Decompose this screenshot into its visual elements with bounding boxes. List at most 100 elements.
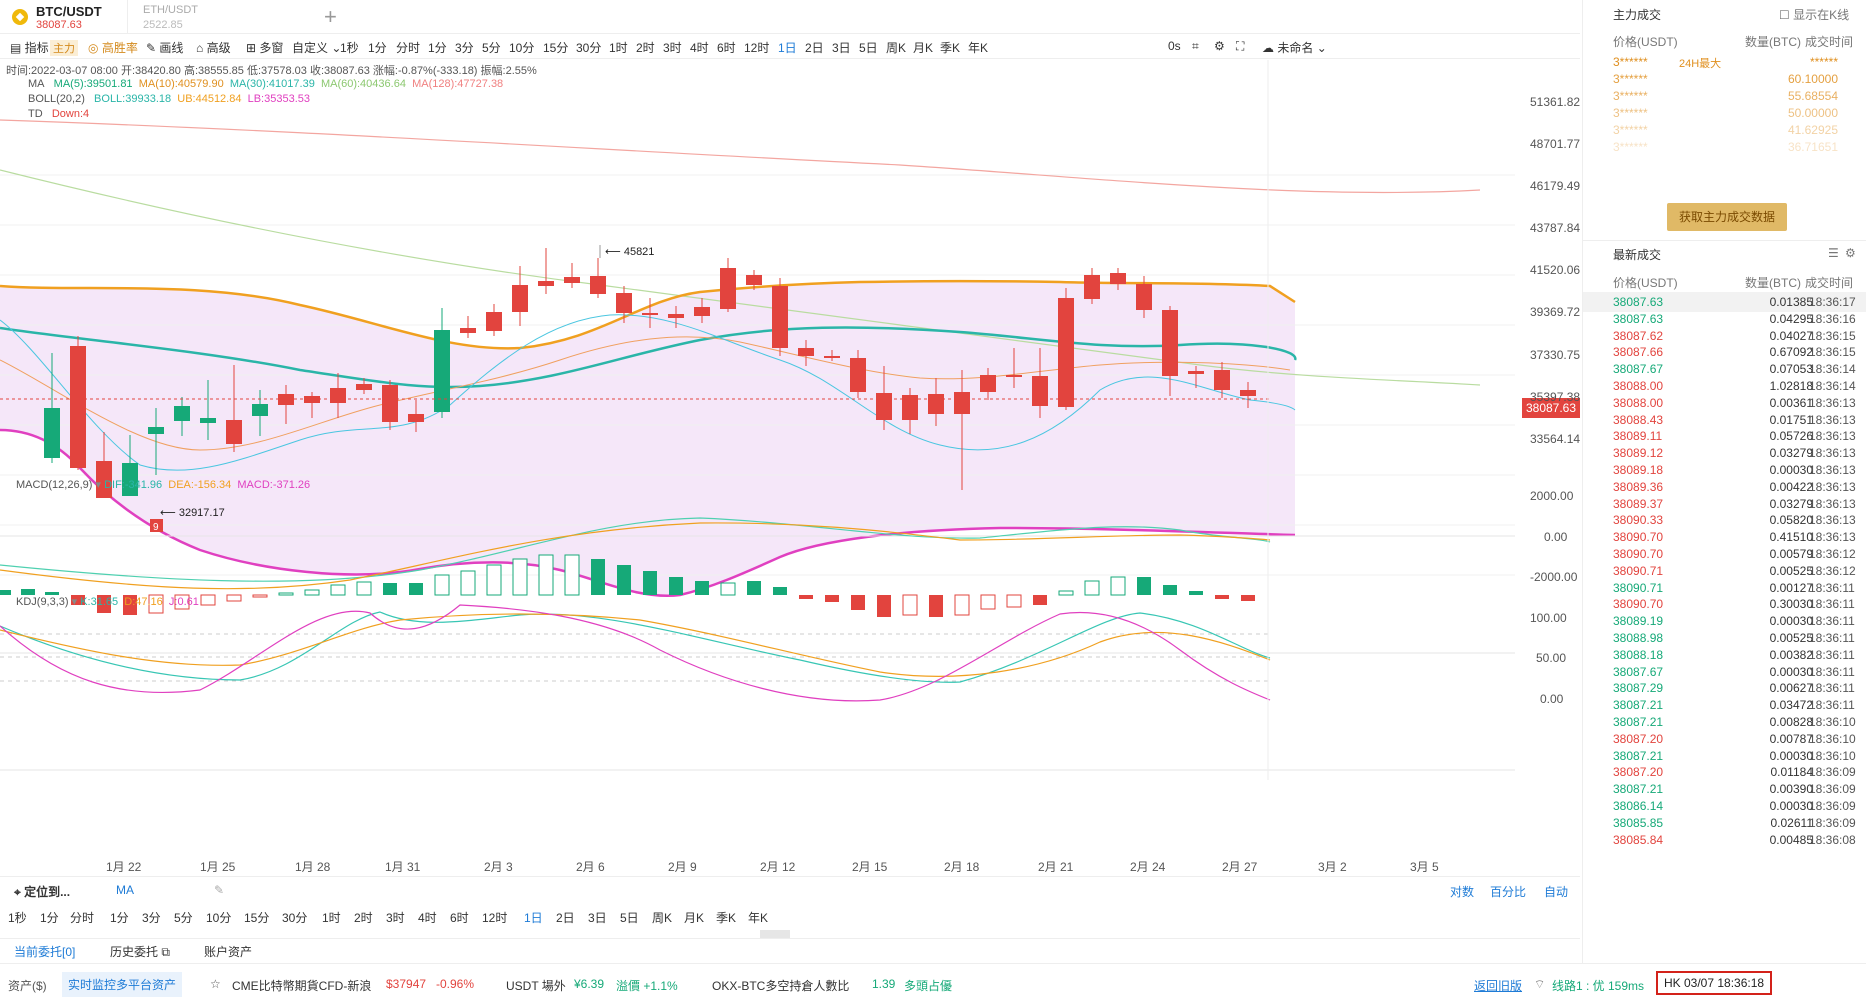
layout-name-dropdown[interactable]: ☁ 未命名 ⌄ — [1262, 41, 1327, 55]
tab-btc-usdt[interactable]: BTC/USDT 38087.63 — [0, 0, 128, 34]
interval-month[interactable]: 月K — [913, 41, 934, 55]
nav-interval[interactable]: 周K — [652, 911, 673, 925]
cme-change: -0.96% — [436, 977, 475, 991]
indicator-button[interactable]: ▤ 指标 — [10, 41, 49, 55]
macd-tick: 2000.00 — [1530, 489, 1574, 503]
edit-icon[interactable]: ✎ — [214, 883, 225, 897]
crosshair-icon[interactable]: ⌗ — [1192, 39, 1199, 53]
nav-interval[interactable]: 12时 — [482, 911, 508, 925]
list-icon[interactable]: ☰ — [1828, 246, 1839, 260]
nav-interval[interactable]: 4时 — [418, 911, 437, 925]
nav-interval[interactable]: 30分 — [282, 911, 308, 925]
ma-toggle[interactable]: MA — [116, 883, 134, 897]
nav-interval-selected[interactable]: 1日 — [524, 911, 543, 925]
nav-interval[interactable]: 15分 — [244, 911, 270, 925]
interval-5d[interactable]: 5日 — [859, 41, 878, 55]
okx-ratio-label[interactable]: OKX-BTC多空持倉人數比 — [712, 979, 850, 993]
nav-interval[interactable]: 6时 — [450, 911, 469, 925]
nav-interval[interactable]: 3日 — [588, 911, 607, 925]
interval-6h[interactable]: 6时 — [717, 41, 736, 55]
nav-interval[interactable]: 季K — [716, 911, 737, 925]
fetch-main-trades-button[interactable]: 获取主力成交数据 — [1667, 203, 1787, 231]
tab-history-orders[interactable]: 历史委托 ⧉ — [110, 945, 170, 959]
network-line[interactable]: 线路1 : 优 159ms — [1552, 979, 1645, 993]
trade-time: 18:36:14 — [1809, 379, 1856, 393]
interval-5m[interactable]: 5分 — [482, 41, 501, 55]
interval-1s[interactable]: 1秒 — [340, 41, 359, 55]
interval-30m[interactable]: 30分 — [576, 41, 602, 55]
tab-account-assets[interactable]: 账户资产 — [204, 945, 253, 959]
interval-2d[interactable]: 2日 — [805, 41, 824, 55]
candle-body — [460, 328, 476, 333]
trade-time: 18:36:11 — [1809, 664, 1855, 679]
nav-interval[interactable]: 月K — [684, 911, 705, 925]
interval-3m[interactable]: 3分 — [455, 41, 474, 55]
chevron-down-icon[interactable]: ▾ — [95, 479, 105, 491]
interval-3h[interactable]: 3时 — [663, 41, 682, 55]
custom-interval-dropdown[interactable]: 自定义 ⌄ — [292, 41, 342, 55]
nav-interval[interactable]: 10分 — [206, 911, 232, 925]
winrate-button[interactable]: ◎ 高胜率 — [88, 41, 138, 55]
cme-label[interactable]: CME比特幣期貨CFD-新浪 — [232, 979, 372, 993]
monitor-assets-button[interactable]: 实时监控多平台资产 — [62, 972, 183, 997]
nav-interval[interactable]: 分时 — [70, 911, 95, 925]
add-tab-icon[interactable]: + — [324, 4, 337, 29]
interval-1m[interactable]: 1分 — [368, 41, 387, 55]
trade-time: 18:36:13 — [1809, 395, 1856, 410]
interval-3d[interactable]: 3日 — [832, 41, 851, 55]
trade-time: 18:36:16 — [1809, 311, 1856, 326]
trade-price: 38087.21 — [1613, 698, 1664, 713]
interval-season[interactable]: 季K — [940, 41, 961, 55]
star-icon[interactable]: ☆ — [210, 977, 221, 991]
interval-1h[interactable]: 1时 — [609, 41, 628, 55]
trade-qty: 0.00579 — [1769, 547, 1813, 561]
back-to-old-version-link[interactable]: 返回旧版 — [1474, 979, 1523, 993]
nav-interval[interactable]: 3时 — [386, 911, 405, 925]
multi-window-button[interactable]: ⊞ 多窗 — [246, 41, 284, 55]
kline-chart[interactable]: ⟵ 45821 ⟵ 32917.17 9 — [0, 60, 1515, 850]
interval-1d[interactable]: 1日 — [778, 41, 797, 55]
nav-interval[interactable]: 2时 — [354, 911, 373, 925]
tab-eth-usdt[interactable]: ETH/USDT 2522.85 — [135, 0, 263, 34]
interval-2h[interactable]: 2时 — [636, 41, 655, 55]
draw-line-button[interactable]: ✎ 画线 — [146, 41, 184, 55]
interval-4h[interactable]: 4时 — [690, 41, 709, 55]
tab-current-orders[interactable]: 当前委托[0] — [14, 943, 76, 965]
trade-time: 18:36:15 — [1809, 328, 1856, 343]
nav-interval[interactable]: 1时 — [322, 911, 341, 925]
kdj-d-line — [0, 613, 1271, 677]
nav-interval[interactable]: 1秒 — [8, 911, 27, 925]
trade-qty: 0.00525 — [1769, 631, 1813, 645]
panel-resize-handle[interactable] — [760, 930, 790, 938]
interval-10m[interactable]: 10分 — [509, 41, 535, 55]
nav-interval[interactable]: 1分 — [110, 911, 129, 925]
interval-timeline[interactable]: 分时 — [396, 41, 421, 55]
nav-interval[interactable]: 1分 — [40, 911, 59, 925]
macd-bar — [720, 582, 736, 596]
show-in-kline-toggle[interactable]: ☐ 显示在K线 — [1779, 8, 1850, 22]
locate-button[interactable]: ⌖ 定位到... — [14, 885, 71, 899]
nav-interval[interactable]: 5分 — [174, 911, 193, 925]
interval-1m-b[interactable]: 1分 — [428, 41, 447, 55]
interval-week[interactable]: 周K — [886, 41, 907, 55]
interval-year[interactable]: 年K — [968, 41, 989, 55]
chevron-down-icon[interactable]: ▾ — [71, 596, 81, 608]
interval-15m[interactable]: 15分 — [543, 41, 569, 55]
auto-scale-button[interactable]: 自动 — [1544, 885, 1569, 899]
percent-scale-button[interactable]: 百分比 — [1490, 885, 1527, 899]
gear-icon[interactable]: ⚙ — [1214, 39, 1225, 53]
fullscreen-icon[interactable]: ⛶ — [1236, 39, 1245, 53]
interval-12h[interactable]: 12时 — [744, 41, 770, 55]
usdt-otc-label[interactable]: USDT 場外 — [506, 979, 566, 993]
candle-body — [798, 348, 814, 356]
advanced-button[interactable]: ⌂ 高级 — [196, 41, 231, 55]
nav-interval[interactable]: 年K — [748, 911, 769, 925]
main-tag[interactable]: 主力 — [50, 40, 78, 56]
date-tick: 2月 24 — [1130, 860, 1166, 874]
nav-interval[interactable]: 3分 — [142, 911, 161, 925]
nav-interval[interactable]: 2日 — [556, 911, 575, 925]
settings-icon[interactable]: ⚙ — [1845, 246, 1856, 260]
log-scale-button[interactable]: 对数 — [1450, 885, 1475, 899]
nav-interval[interactable]: 5日 — [620, 911, 639, 925]
